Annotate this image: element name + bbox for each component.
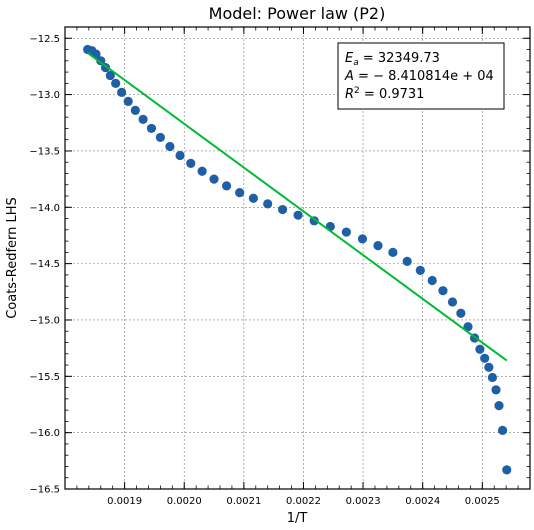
y-tick-label: −16.5 xyxy=(29,485,60,496)
x-tick-label: 0.0019 xyxy=(107,496,142,507)
data-point xyxy=(388,248,397,257)
data-point xyxy=(278,205,287,214)
data-point xyxy=(373,241,382,250)
data-point xyxy=(175,151,184,160)
data-point xyxy=(117,88,126,97)
x-tick-label: 0.0021 xyxy=(226,496,261,507)
annotation-line: A = − 8.410814e + 04 xyxy=(344,69,494,84)
y-axis-label: Coats-Redfern LHS xyxy=(5,197,20,319)
data-point xyxy=(131,106,140,115)
data-point xyxy=(293,211,302,220)
chart-title: Model: Power law (P2) xyxy=(209,4,386,23)
x-axis-label: 1/T xyxy=(287,511,308,526)
y-tick-label: −15.0 xyxy=(29,315,60,326)
data-point xyxy=(342,227,351,236)
data-point xyxy=(488,373,497,382)
data-point xyxy=(235,188,244,197)
data-point xyxy=(156,133,165,142)
data-point xyxy=(494,401,503,410)
x-tick-label: 0.0022 xyxy=(286,496,321,507)
y-tick-label: −13.0 xyxy=(29,90,60,101)
y-tick-label: −12.5 xyxy=(29,34,60,45)
x-tick-label: 0.0025 xyxy=(465,496,500,507)
annotation-line: Ea = 32349.73 xyxy=(345,51,440,68)
data-point xyxy=(416,266,425,275)
data-point xyxy=(209,175,218,184)
data-point xyxy=(263,199,272,208)
data-point xyxy=(438,286,447,295)
data-point xyxy=(491,385,500,394)
data-point xyxy=(249,194,258,203)
data-point xyxy=(147,124,156,133)
data-point xyxy=(111,79,120,88)
data-point xyxy=(198,167,207,176)
y-tick-label: −16.0 xyxy=(29,428,60,439)
data-point xyxy=(502,465,511,474)
data-point xyxy=(358,234,367,243)
data-point xyxy=(165,142,174,151)
data-point xyxy=(403,257,412,266)
data-point xyxy=(475,345,484,354)
data-point xyxy=(222,181,231,190)
data-point xyxy=(484,363,493,372)
y-tick-label: −15.5 xyxy=(29,372,60,383)
data-point xyxy=(428,276,437,285)
x-tick-label: 0.0020 xyxy=(167,496,202,507)
data-point xyxy=(456,309,465,318)
data-point xyxy=(480,354,489,363)
data-point xyxy=(448,297,457,306)
y-tick-label: −14.0 xyxy=(29,203,60,214)
x-tick-label: 0.0023 xyxy=(346,496,381,507)
y-tick-label: −13.5 xyxy=(29,146,60,157)
data-point xyxy=(124,97,133,106)
data-point xyxy=(138,115,147,124)
x-tick-label: 0.0024 xyxy=(405,496,440,507)
data-point xyxy=(186,159,195,168)
y-tick-label: −14.5 xyxy=(29,259,60,270)
data-point xyxy=(498,426,507,435)
